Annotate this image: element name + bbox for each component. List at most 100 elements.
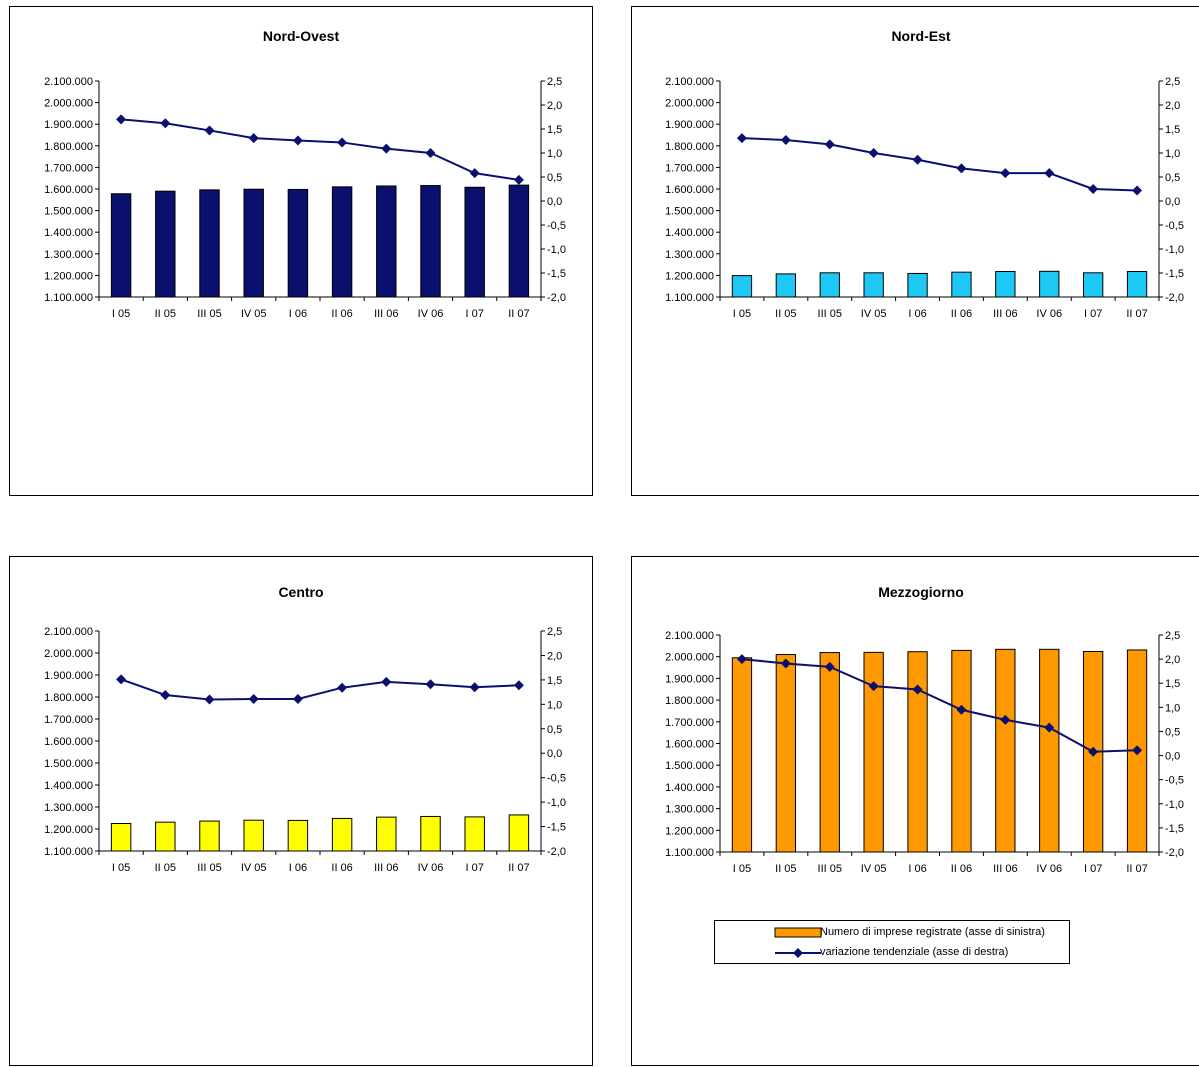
category-label: IV 06 xyxy=(418,308,444,320)
bar xyxy=(731,275,753,298)
left-tick-label: 1.300.000 xyxy=(665,804,714,816)
category-label: IV 05 xyxy=(241,862,267,874)
bar xyxy=(951,271,972,298)
bar xyxy=(951,649,972,853)
right-tick-label: -0,5 xyxy=(1165,775,1184,787)
right-tick-label: -1,0 xyxy=(1165,799,1184,811)
left-tick-label: 1.800.000 xyxy=(665,695,714,707)
category-label: II 07 xyxy=(1126,863,1147,875)
chart-plot: 2.100.000 2.000.000 1.900.000 1.800.000 1.70… xyxy=(44,76,566,320)
category-label: II 05 xyxy=(775,863,796,875)
category-label: IV 05 xyxy=(241,308,267,320)
line-point xyxy=(381,143,392,154)
bar xyxy=(287,819,309,852)
bar xyxy=(1082,272,1104,298)
category-label: I 06 xyxy=(289,862,307,874)
bar xyxy=(464,816,485,852)
bar xyxy=(995,648,1016,853)
line-point xyxy=(868,681,879,692)
chart-legend: Numero di imprese registrate (asse di si… xyxy=(714,920,1070,964)
category-label: IV 06 xyxy=(418,862,444,874)
left-tick-label: 1.500.000 xyxy=(665,760,714,772)
bar xyxy=(508,184,530,298)
category-label: I 06 xyxy=(289,308,307,320)
line-point xyxy=(1088,184,1099,194)
category-label: IV 05 xyxy=(861,863,887,875)
right-tick-label: 1,0 xyxy=(547,148,562,160)
bar xyxy=(376,816,397,852)
line-point xyxy=(381,676,392,687)
line-point xyxy=(513,680,524,691)
right-tick-label: 0,0 xyxy=(547,748,562,760)
bar xyxy=(775,654,797,853)
bar xyxy=(243,188,264,298)
left-tick-label: 1.700.000 xyxy=(44,162,93,174)
category-label: I 07 xyxy=(1084,863,1102,875)
right-tick-label: -1,0 xyxy=(1165,244,1184,256)
trend-line xyxy=(741,137,1138,192)
chart-panel-mezzogiorno: Mezzogiorno 2.100.000 2.000.000 1.900.000 1… xyxy=(631,556,1199,1066)
line-point xyxy=(469,168,480,179)
legend-line-swatch xyxy=(775,948,821,958)
line-point xyxy=(337,682,348,693)
bar xyxy=(243,819,264,852)
right-tick-label: -0,5 xyxy=(547,220,566,232)
left-tick-label: 1.900.000 xyxy=(665,673,714,685)
right-tick-label: 1,0 xyxy=(547,699,562,711)
category-label: II 06 xyxy=(331,862,352,874)
category-label: II 05 xyxy=(775,308,796,320)
line-point xyxy=(116,114,127,125)
bar xyxy=(907,651,928,853)
category-label: I 06 xyxy=(908,863,926,875)
line-point xyxy=(912,684,923,695)
left-tick-label: 1.900.000 xyxy=(665,119,714,131)
left-tick-label: 2.000.000 xyxy=(44,648,93,660)
category-label: II 06 xyxy=(951,308,972,320)
left-tick-label: 1.400.000 xyxy=(665,782,714,794)
bar xyxy=(376,185,397,298)
line-point xyxy=(204,125,215,136)
line-point xyxy=(204,694,215,705)
right-tick-label: -1,0 xyxy=(547,797,566,809)
bar xyxy=(155,190,176,298)
line-point xyxy=(425,679,436,690)
line-point xyxy=(1132,185,1143,196)
line-point xyxy=(780,658,791,669)
right-tick-label: -1,5 xyxy=(1165,823,1184,835)
left-tick-label: 1.600.000 xyxy=(665,184,714,196)
legend-bar-swatch xyxy=(774,927,822,938)
left-tick-label: 2.100.000 xyxy=(665,76,714,88)
left-tick-label: 1.800.000 xyxy=(665,141,714,153)
bar xyxy=(155,821,176,852)
left-tick-label: 1.400.000 xyxy=(44,780,93,792)
left-tick-label: 1.200.000 xyxy=(44,270,93,282)
bar xyxy=(1039,648,1060,853)
right-tick-label: 2,5 xyxy=(1165,76,1180,88)
category-label: I 07 xyxy=(1084,308,1102,320)
left-tick-label: 2.100.000 xyxy=(665,630,714,642)
right-tick-label: 1,5 xyxy=(1165,124,1180,136)
right-tick-label: -0,5 xyxy=(547,773,566,785)
left-tick-label: 2.100.000 xyxy=(44,76,93,88)
left-tick-label: 2.000.000 xyxy=(665,652,714,664)
line-point xyxy=(116,674,127,685)
line-point xyxy=(513,174,524,185)
category-label: I 05 xyxy=(733,863,751,875)
category-label: II 07 xyxy=(508,862,529,874)
line-point xyxy=(425,148,436,158)
bar xyxy=(819,272,840,298)
trend-line xyxy=(120,678,519,701)
category-label: IV 06 xyxy=(1036,863,1062,875)
chart-title: Nord-Ovest xyxy=(262,28,340,44)
left-tick-label: 1.900.000 xyxy=(44,119,93,131)
right-tick-label: 0,5 xyxy=(547,724,562,736)
line-point xyxy=(956,704,967,715)
category-label: II 07 xyxy=(1126,308,1147,320)
legend-label: Numero di imprese registrate (asse di si… xyxy=(820,926,1045,938)
bar xyxy=(819,652,840,853)
line-point xyxy=(1044,168,1055,179)
category-label: II 06 xyxy=(951,863,972,875)
legend-label: variazione tendenziale (asse di destra) xyxy=(820,946,1009,958)
line-point xyxy=(292,135,303,146)
bar xyxy=(775,273,797,298)
